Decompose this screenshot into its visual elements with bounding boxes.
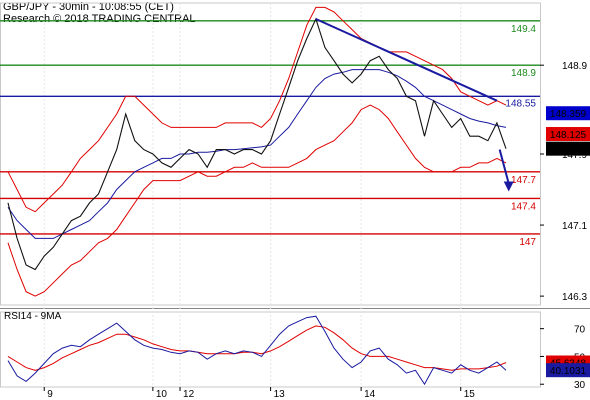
rsi-line <box>7 315 507 386</box>
price-tag-label: 147.96 <box>553 145 584 156</box>
price-tag-bg <box>546 127 590 142</box>
x-tick-label: 10 <box>156 389 168 400</box>
level-label: 147 <box>519 237 536 248</box>
chart-title: GBP/JPY - 30min - 10:08:55 (CET) <box>3 1 174 13</box>
x-tick-label: 13 <box>274 389 286 400</box>
price-panel: 149.4 148.9 148.55 147.7 147.4 147 <box>0 6 540 297</box>
x-tick-label: 14 <box>364 389 376 400</box>
rsi-tag-label: 40.1031 <box>550 366 587 377</box>
price-tag-label: 148.359 <box>550 109 587 120</box>
forecast-arrow-shaft <box>498 149 510 184</box>
grid-layer <box>0 2 590 388</box>
rsi-tag-bg <box>546 363 590 378</box>
rsi-tag: 40.1031 <box>546 363 590 378</box>
x-tick-label: 12 <box>183 389 195 400</box>
x-tick-label: 9 <box>47 389 53 400</box>
price-line <box>7 17 507 271</box>
moving-average <box>7 69 507 239</box>
level-label: 147.7 <box>511 175 536 186</box>
bollinger-upper <box>7 6 507 213</box>
price-tag: 148.359 <box>546 106 590 121</box>
price-tag-bg <box>546 106 590 121</box>
price-tag-label: 148.125 <box>550 130 587 141</box>
level-label: 148.55 <box>505 98 536 109</box>
price-tag: 148.125 <box>546 127 590 142</box>
y-tick-label: 148.9 <box>562 61 587 72</box>
price-tag-bg <box>546 141 590 156</box>
y-tick-label: 146.3 <box>562 292 587 303</box>
chart-subtitle: Research © 2018 TRADING CENTRAL <box>3 13 196 25</box>
rsi-ma-line <box>7 325 507 371</box>
level-label: 148.9 <box>511 68 536 79</box>
trend-line <box>315 18 498 102</box>
rsi-y-tick-label: 30 <box>574 380 586 391</box>
x-tick-label: 15 <box>464 389 476 400</box>
level-label: 147.4 <box>511 201 536 212</box>
rsi-panel <box>7 315 507 386</box>
y-tick-label: 147.1 <box>562 221 587 232</box>
axis-layer: 91012131415146.3147.1147.9148.9148.35914… <box>43 61 590 400</box>
bollinger-lower <box>7 104 507 297</box>
level-label: 149.4 <box>511 24 536 35</box>
price-tag: 147.96 <box>546 141 590 156</box>
rsi-y-tick-label: 70 <box>574 325 586 336</box>
forecast-arrow-head <box>503 181 514 192</box>
rsi-panel-title: RSI14 - 9MA <box>4 311 62 322</box>
